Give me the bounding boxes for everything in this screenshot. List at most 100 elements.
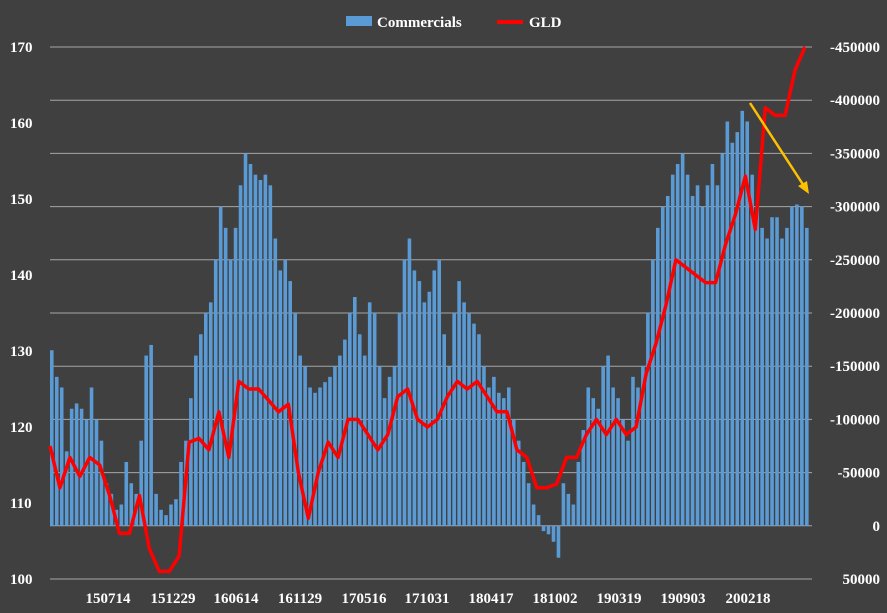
commercials-bar (432, 270, 437, 526)
commercials-bar (646, 313, 650, 526)
commercials-bar (770, 217, 774, 526)
right-tick-label: -400000 (830, 93, 880, 109)
commercials-bar (720, 153, 725, 526)
commercials-bar (561, 483, 566, 526)
commercials-bar (203, 313, 208, 526)
left-tick-label: 140 (10, 268, 33, 284)
commercials-bar (169, 504, 173, 526)
commercials-bar (576, 461, 581, 526)
commercials-bar (447, 366, 451, 526)
commercials-bar (303, 366, 307, 526)
commercials-bar (392, 366, 397, 526)
commercials-bar (144, 355, 148, 526)
legend-label-commercials: Commercials (377, 15, 462, 31)
commercials-bar (397, 313, 402, 526)
commercials-bar (357, 334, 362, 526)
commercials-bar (805, 227, 809, 526)
commercials-bar (268, 185, 273, 526)
commercials-bar (154, 493, 158, 526)
x-tick-label: 190319 (597, 591, 642, 607)
commercials-bar (442, 334, 446, 526)
commercials-bar (243, 153, 248, 526)
commercials-bar (745, 121, 749, 526)
commercials-bar (372, 313, 377, 526)
commercials-bars (50, 110, 809, 558)
commercials-bar (253, 174, 258, 526)
right-tick-label: -300000 (830, 200, 880, 216)
commercials-bar (263, 174, 268, 526)
commercials-bar (119, 504, 124, 526)
commercials-bar (228, 259, 233, 526)
right-axis-ticks: 50000 0 -50000 -100000 -150000 -200000 -250000… (830, 40, 880, 588)
commercials-bar (482, 366, 486, 526)
commercials-bar (497, 392, 501, 526)
commercials-bar (308, 387, 312, 526)
commercials-bar (665, 195, 670, 526)
commercials-bar (556, 525, 561, 558)
commercials-bar (680, 153, 685, 526)
commercials-bar (338, 355, 342, 526)
right-tick-label: -250000 (830, 253, 880, 269)
commercials-bar (452, 313, 456, 526)
commercials-bar (780, 238, 784, 526)
commercials-bar (213, 259, 218, 526)
commercials-bar (536, 515, 541, 526)
commercials-bar (223, 227, 228, 526)
commercials-bar (606, 355, 610, 526)
left-tick-label: 150 (10, 192, 33, 208)
commercials-bar (189, 398, 193, 526)
commercials-bar (566, 493, 571, 526)
commercials-bar (740, 110, 745, 526)
commercials-bar (367, 302, 372, 526)
commercials-bar (705, 185, 710, 526)
commercials-bar (616, 398, 620, 526)
commercials-bar (492, 376, 496, 526)
commercials-bar (382, 398, 387, 526)
trend-arrow-line (748, 102, 806, 187)
commercials-bar (318, 387, 322, 526)
commercials-bar (407, 238, 412, 526)
commercials-bar (387, 376, 392, 526)
commercials-bar (601, 366, 605, 526)
commercials-bar (74, 403, 79, 526)
left-tick-label: 160 (10, 116, 33, 132)
commercials-bar (775, 217, 779, 526)
commercials-bar (233, 227, 238, 526)
commercials-bar (79, 408, 84, 526)
commercials-bar (586, 387, 591, 526)
commercials-bar (174, 499, 178, 526)
commercials-bar (715, 185, 720, 526)
commercials-bar (765, 238, 769, 526)
commercials-bar (283, 259, 288, 526)
x-tick-label: 150714 (86, 591, 132, 607)
commercials-bar (199, 334, 203, 526)
commercials-bar (735, 132, 740, 526)
commercials-bar (437, 259, 442, 526)
commercials-bar (278, 270, 283, 526)
commercials-bar (362, 355, 367, 526)
commercials-bar (467, 313, 471, 526)
right-tick-label: 50000 (843, 572, 881, 588)
commercials-bar (621, 419, 625, 526)
commercials-bar (795, 204, 799, 526)
trend-arrow-head (798, 181, 809, 194)
commercials-bar (511, 419, 516, 526)
commercials-bar (531, 504, 536, 526)
commercials-bar (99, 440, 104, 526)
commercials-bar (690, 195, 695, 526)
commercials-bar (179, 461, 183, 526)
right-tick-label: -150000 (830, 359, 880, 375)
left-tick-label: 170 (10, 40, 33, 56)
x-tick-label: 161129 (278, 591, 322, 607)
commercials-bar (506, 387, 511, 526)
x-tick-label: 171031 (405, 591, 450, 607)
commercials-bar (124, 461, 129, 526)
right-tick-label: 0 (873, 519, 881, 535)
right-tick-label: -350000 (830, 146, 880, 162)
commercials-bar (695, 185, 700, 526)
commercials-bar (472, 323, 476, 526)
left-tick-label: 120 (10, 420, 33, 436)
commercials-bar (725, 121, 730, 526)
legend: Commercials GLD (346, 15, 562, 31)
